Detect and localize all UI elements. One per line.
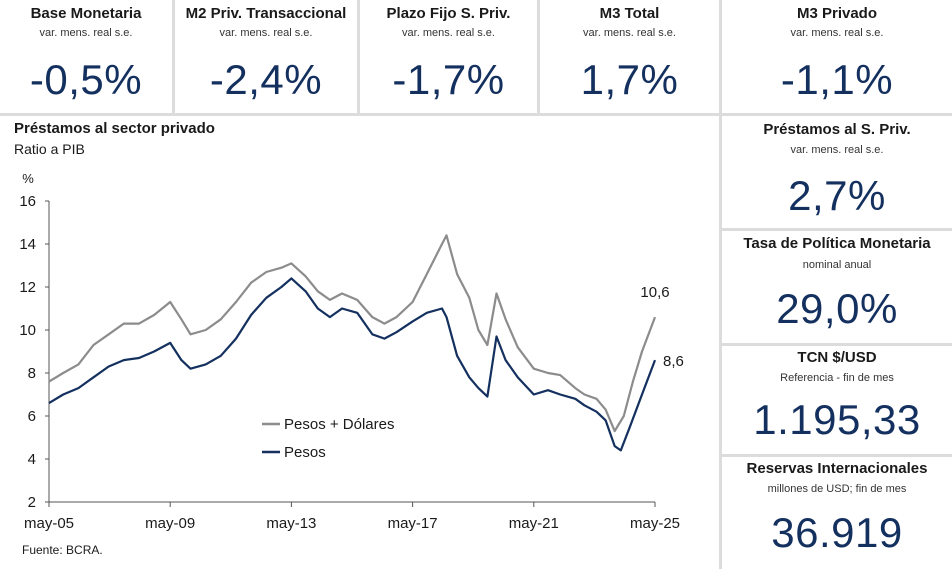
series-line-pesos: [48, 277, 657, 452]
card-value: -0,5%: [29, 56, 143, 103]
card-prestamos-s-priv: Préstamos al S. Priv. var. mens. real s.…: [722, 116, 952, 228]
card-title: Tasa de Política Monetaria: [743, 235, 931, 252]
card-subtitle: millones de USD; fin de mes: [767, 483, 907, 495]
card-value: 29,0%: [776, 285, 898, 332]
divider-side-h2: [719, 343, 952, 346]
card-value: -1,1%: [780, 56, 894, 103]
card-title: TCN $/USD: [797, 349, 877, 366]
card-title: M3 Total: [599, 5, 660, 22]
card-title: Base Monetaria: [30, 5, 142, 22]
x-tick-label: may-13: [266, 515, 316, 532]
series-end-label: 8,6: [663, 353, 684, 370]
y-tick-label: 6: [28, 408, 36, 425]
card-m2-priv-transaccional: M2 Priv. Transaccional var. mens. real s…: [175, 0, 357, 113]
chart-source: Fuente: BCRA.: [22, 543, 103, 557]
divider-top-v4: [719, 0, 722, 569]
card-subtitle: var. mens. real s.e.: [790, 27, 884, 39]
card-value: -1,7%: [392, 56, 505, 103]
series-line-pesos-dolares: [48, 234, 657, 433]
x-tick-label: may-05: [24, 515, 74, 532]
y-tick-label: 8: [28, 365, 36, 382]
card-m3-privado: M3 Privado var. mens. real s.e. -1,1%: [722, 0, 952, 113]
card-subtitle: var. mens. real s.e.: [402, 27, 495, 39]
x-tick-label: may-21: [509, 515, 559, 532]
card-subtitle: Referencia - fin de mes: [780, 372, 894, 384]
y-tick-label: 4: [28, 451, 36, 468]
card-value: -2,4%: [209, 56, 323, 103]
divider-top-v1: [172, 0, 175, 113]
loans-line-chart: % 2 4 6 8 10 12 14 16 may-05 may-09 may-13 may-17 may…: [19, 171, 684, 532]
series-end-label: 10,6: [640, 284, 669, 301]
card-title: Préstamos al S. Priv.: [763, 121, 911, 138]
legend-label: Pesos + Dólares: [284, 416, 394, 433]
y-tick-label: 10: [19, 322, 36, 339]
chart-title: Préstamos al sector privado: [14, 120, 215, 137]
x-tick-label: may-09: [145, 515, 195, 532]
card-subtitle: nominal anual: [802, 259, 872, 271]
card-plazo-fijo: Plazo Fijo S. Priv. var. mens. real s.e.…: [360, 0, 537, 113]
divider-top-v3: [537, 0, 540, 113]
x-tick-label: may-17: [388, 515, 438, 532]
chart-subtitle: Ratio a PIB: [14, 141, 85, 157]
card-subtitle: var. mens. real s.e.: [39, 27, 133, 39]
divider-top-v2: [357, 0, 360, 113]
x-tick-label: may-25: [630, 515, 680, 532]
card-subtitle: var. mens. real s.e.: [583, 27, 676, 39]
legend-label: Pesos: [284, 444, 326, 461]
card-value: 36.919: [771, 509, 903, 556]
y-tick-label: 2: [28, 494, 36, 511]
chart-panel: % 2 4 6 8 10 12 14 16 may-05 may-09 may-13 may-17 may…: [0, 116, 719, 569]
card-value: 1,7%: [580, 56, 679, 103]
y-tick-label: 14: [19, 236, 36, 253]
card-base-monetaria: Base Monetaria var. mens. real s.e. -0,5…: [0, 0, 172, 113]
card-m3-total: M3 Total var. mens. real s.e. 1,7%: [540, 0, 719, 113]
card-title: Plazo Fijo S. Priv.: [386, 5, 511, 22]
y-axis-unit-label: %: [22, 171, 34, 186]
card-tcn-usd: TCN $/USD Referencia - fin de mes 1.195,…: [722, 346, 952, 454]
card-title: M3 Privado: [796, 5, 878, 22]
card-title: Reservas Internacionales: [746, 460, 928, 477]
card-title: M2 Priv. Transaccional: [185, 5, 347, 22]
card-value: 2,7%: [788, 172, 886, 219]
card-subtitle: var. mens. real s.e.: [219, 27, 313, 39]
y-tick-label: 16: [19, 193, 36, 210]
card-value: 1.195,33: [753, 396, 921, 443]
card-reservas-internacionales: Reservas Internacionales millones de USD…: [722, 457, 952, 569]
y-tick-label: 12: [19, 279, 36, 296]
card-tasa-politica-monetaria: Tasa de Política Monetaria nominal anual…: [722, 231, 952, 343]
card-subtitle: var. mens. real s.e.: [790, 144, 884, 156]
divider-side-h1: [719, 228, 952, 231]
divider-side-h3: [719, 454, 952, 457]
divider-top-horizontal: [0, 113, 952, 116]
